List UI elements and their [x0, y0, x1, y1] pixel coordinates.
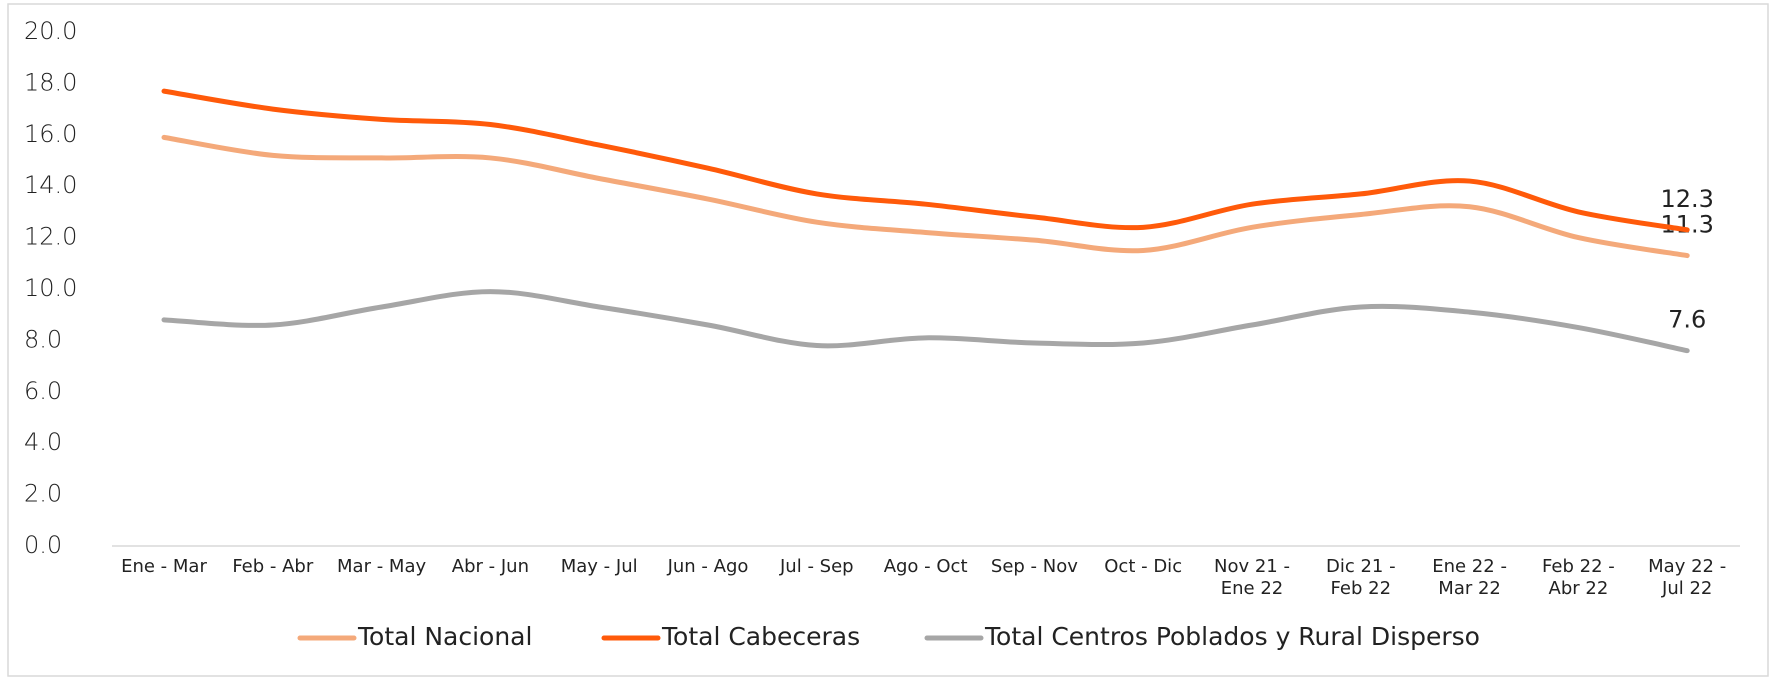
series-line [161, 134, 1690, 259]
x-tick-label: May 22 - Jul 22 [1648, 556, 1727, 599]
legend-label: Total Centros Poblados y Rural Disperso [984, 622, 1480, 651]
x-tick-label: Ene 22 - Mar 22 [1432, 556, 1507, 599]
data-label: 11.3 [1660, 211, 1713, 239]
y-tick-label: 14.0 [24, 171, 77, 199]
legend-label: Total Cabeceras [661, 622, 860, 651]
x-tick-label: Feb 22 - Abr 22 [1542, 556, 1615, 599]
y-tick-label: 10.0 [24, 274, 77, 302]
x-tick-label: Ene - Mar [121, 556, 207, 577]
y-tick-label: 2.0 [24, 480, 62, 508]
chart-frame [7, 3, 1769, 677]
x-tick-label: Dic 21 - Feb 22 [1325, 556, 1396, 599]
x-tick-label: Ago - Oct [883, 556, 968, 577]
x-tick-label: Nov 21 - Ene 22 [1214, 556, 1290, 599]
y-tick-label: 16.0 [24, 120, 77, 148]
y-tick-label: 6.0 [24, 377, 62, 405]
y-tick-label: 4.0 [24, 428, 62, 456]
y-tick-label: 8.0 [24, 325, 62, 353]
x-tick-label: May - Jul [560, 556, 638, 577]
x-tick-label: Oct - Dic [1104, 556, 1183, 577]
x-tick-label: Feb - Abr [232, 556, 314, 577]
series-line [161, 88, 1690, 233]
x-tick-label: Jun - Ago [667, 556, 749, 577]
y-tick-label: 12.0 [24, 223, 77, 251]
legend-label: Total Nacional [357, 622, 532, 651]
data-label: 7.6 [1668, 306, 1706, 334]
y-tick-label: 18.0 [24, 68, 77, 96]
x-tick-label: Sep - Nov [990, 556, 1078, 577]
data-label: 12.3 [1660, 185, 1713, 213]
y-tick-label: 20.0 [24, 17, 77, 45]
x-tick-label: Mar - May [337, 556, 427, 577]
x-tick-label: Abr - Jun [451, 556, 529, 577]
series-line [161, 289, 1690, 354]
y-tick-label: 0.0 [24, 531, 62, 559]
x-tick-label: Jul - Sep [780, 556, 854, 577]
